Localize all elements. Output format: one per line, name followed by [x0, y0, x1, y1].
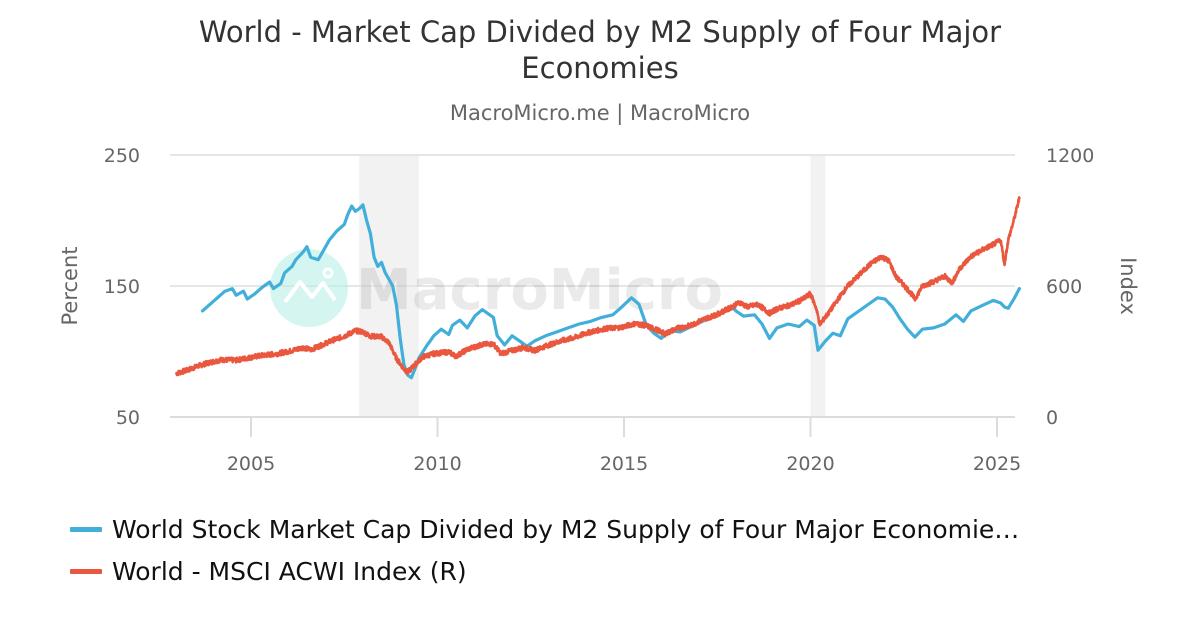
legend-label: World - MSCI ACWI Index (R) [112, 556, 467, 586]
legend-item-market-cap-m2[interactable]: World Stock Market Cap Divided by M2 Sup… [70, 508, 1019, 550]
chart-title: World - Market Cap Divided by M2 Supply … [198, 15, 1002, 85]
watermark: MacroMicro [270, 249, 723, 327]
x-tick-label: 2010 [413, 453, 461, 475]
x-tick-label: 2025 [973, 453, 1021, 475]
legend-label: World Stock Market Cap Divided by M2 Sup… [112, 514, 1020, 544]
y-right-tick-label: 1200 [1046, 145, 1094, 167]
logo-dot-glyph [322, 267, 334, 279]
x-tick-label: 2020 [786, 453, 834, 475]
chart-subtitle: MacroMicro.me | MacroMicro [449, 101, 751, 125]
logo-mountain-glyph [283, 280, 337, 304]
x-tick-label: 2015 [600, 453, 648, 475]
y-right-tick-label: 0 [1046, 407, 1058, 429]
y-axis-right: 0 600 1200 [1046, 145, 1094, 429]
series-line-market-cap-m2 [200, 203, 1021, 380]
y-axis-left-title: Percent [58, 246, 82, 325]
y-left-tick-label: 250 [104, 145, 140, 167]
legend-swatch-red [70, 568, 102, 574]
series-line-msci-acwi [175, 196, 1021, 377]
y-axis-right-title: Index [1116, 257, 1140, 315]
x-tick-label: 2005 [227, 453, 275, 475]
legend-swatch-blue [70, 526, 102, 532]
watermark-text: MacroMicro [356, 258, 723, 323]
y-left-tick-label: 150 [104, 276, 140, 298]
y-axis-left: 50 150 250 [104, 145, 140, 429]
series-group [175, 196, 1021, 380]
macromicro-logo-icon [270, 249, 348, 327]
y-left-tick-label: 50 [116, 407, 140, 429]
y-right-tick-label: 600 [1046, 276, 1082, 298]
x-axis: 2005 2010 2015 2020 2025 [170, 416, 1021, 475]
legend-item-msci-acwi[interactable]: World - MSCI ACWI Index (R) [70, 550, 1019, 592]
legend: World Stock Market Cap Divided by M2 Sup… [70, 508, 1019, 592]
